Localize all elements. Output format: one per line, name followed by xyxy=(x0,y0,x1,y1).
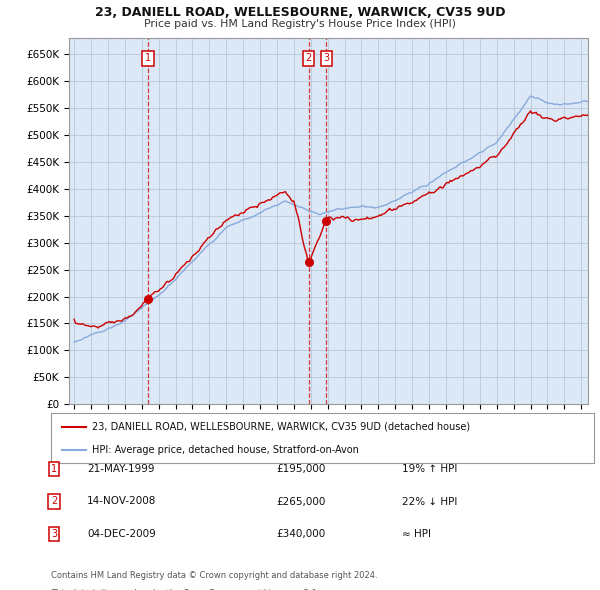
Text: £195,000: £195,000 xyxy=(276,464,325,474)
Text: Price paid vs. HM Land Registry's House Price Index (HPI): Price paid vs. HM Land Registry's House … xyxy=(144,19,456,29)
Text: ≈ HPI: ≈ HPI xyxy=(402,529,431,539)
Text: 2: 2 xyxy=(305,54,311,64)
Text: Contains HM Land Registry data © Crown copyright and database right 2024.: Contains HM Land Registry data © Crown c… xyxy=(51,571,377,580)
Text: 14-NOV-2008: 14-NOV-2008 xyxy=(87,497,157,506)
Text: 1: 1 xyxy=(145,54,151,64)
Text: 19% ↑ HPI: 19% ↑ HPI xyxy=(402,464,457,474)
Text: 21-MAY-1999: 21-MAY-1999 xyxy=(87,464,155,474)
Text: 22% ↓ HPI: 22% ↓ HPI xyxy=(402,497,457,506)
Text: 2: 2 xyxy=(51,497,57,506)
Text: 3: 3 xyxy=(323,54,329,64)
Text: 23, DANIELL ROAD, WELLESBOURNE, WARWICK, CV35 9UD (detached house): 23, DANIELL ROAD, WELLESBOURNE, WARWICK,… xyxy=(92,421,470,431)
Text: 1: 1 xyxy=(51,464,57,474)
Text: This data is licensed under the Open Government Licence v3.0.: This data is licensed under the Open Gov… xyxy=(51,589,319,590)
Text: 3: 3 xyxy=(51,529,57,539)
Text: 23, DANIELL ROAD, WELLESBOURNE, WARWICK, CV35 9UD: 23, DANIELL ROAD, WELLESBOURNE, WARWICK,… xyxy=(95,6,505,19)
Text: 04-DEC-2009: 04-DEC-2009 xyxy=(87,529,156,539)
Text: £265,000: £265,000 xyxy=(276,497,325,506)
Text: £340,000: £340,000 xyxy=(276,529,325,539)
Text: HPI: Average price, detached house, Stratford-on-Avon: HPI: Average price, detached house, Stra… xyxy=(92,445,359,455)
